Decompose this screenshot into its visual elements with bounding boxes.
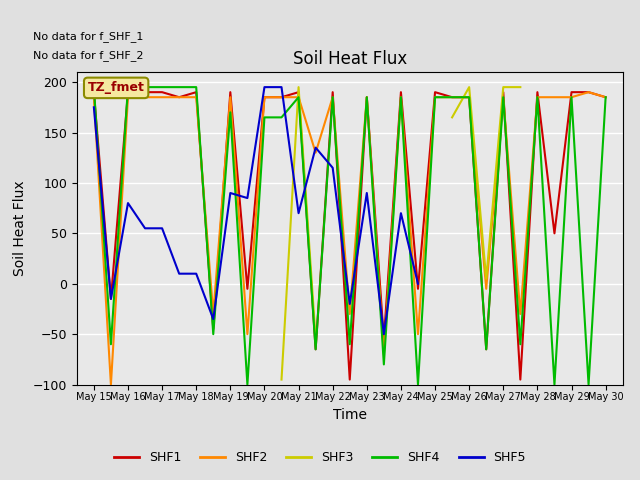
Text: No data for f_SHF_1: No data for f_SHF_1: [33, 31, 143, 42]
Title: Soil Heat Flux: Soil Heat Flux: [292, 49, 407, 68]
Legend: SHF1, SHF2, SHF3, SHF4, SHF5: SHF1, SHF2, SHF3, SHF4, SHF5: [109, 446, 531, 469]
Text: No data for f_SHF_2: No data for f_SHF_2: [33, 50, 143, 61]
Text: TZ_fmet: TZ_fmet: [88, 82, 145, 95]
Y-axis label: Soil Heat Flux: Soil Heat Flux: [13, 180, 27, 276]
X-axis label: Time: Time: [333, 408, 367, 422]
